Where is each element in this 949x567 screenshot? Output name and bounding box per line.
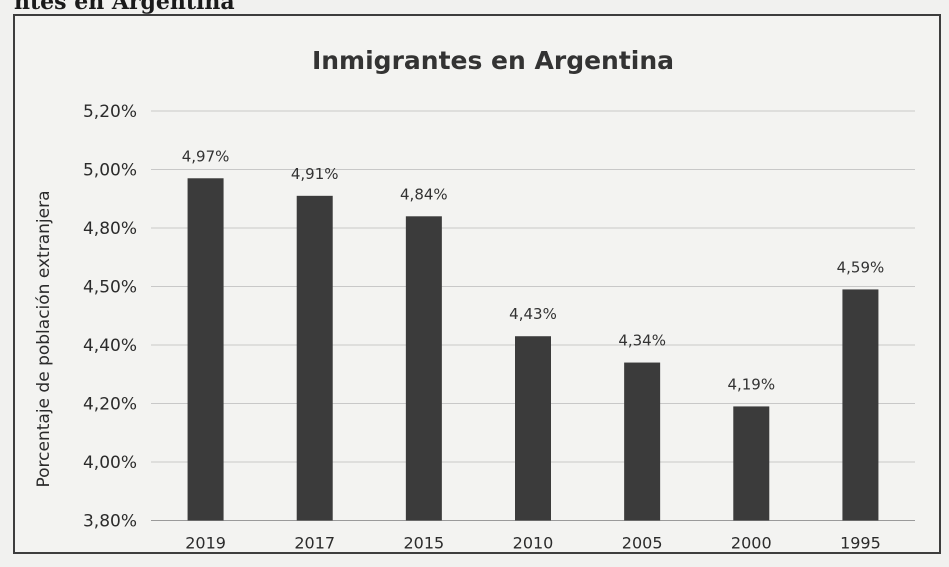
- data-labels: 4,97% 4,91% 4,84% 4,43% 4,34% 4,19% 4,59%: [182, 147, 885, 393]
- chart-title: Inmigrantes en Argentina: [312, 46, 674, 75]
- chart-frame: Inmigrantes en Argentina Porcentaje de p…: [13, 14, 941, 554]
- x-tick-label: 2010: [513, 534, 554, 553]
- y-tick-label: 4,00%: [83, 453, 137, 473]
- data-label: 4,91%: [291, 165, 339, 183]
- bars: [187, 178, 879, 521]
- data-label: 4,84%: [400, 185, 448, 203]
- data-label: 4,43%: [509, 305, 557, 323]
- x-tick-label: 1995: [840, 534, 881, 553]
- bar-2017: [296, 195, 333, 521]
- bar-2005: [624, 362, 661, 521]
- y-axis-label: Porcentaje de población extranjera: [34, 191, 54, 488]
- bar-2015: [405, 216, 442, 521]
- y-tick-label: 4,40%: [83, 336, 137, 356]
- bar-2019: [187, 178, 224, 521]
- bar-2000: [733, 406, 770, 521]
- y-tick-label: 5,20%: [83, 102, 137, 122]
- y-tick-label: 4,50%: [83, 278, 137, 298]
- y-tick-label: 5,00%: [83, 161, 137, 181]
- x-tick-label: 2019: [185, 534, 226, 553]
- data-label: 4,59%: [837, 258, 885, 276]
- x-tick-label: 2015: [403, 534, 444, 553]
- y-tick-label: 4,20%: [83, 395, 137, 415]
- data-label: 4,34%: [618, 332, 666, 350]
- x-tick-label: 2000: [731, 534, 772, 553]
- data-label: 4,19%: [727, 375, 775, 393]
- x-tick-label: 2005: [622, 534, 663, 553]
- y-tick-label: 3,80%: [83, 512, 137, 532]
- y-tick-label: 4,80%: [83, 219, 137, 239]
- x-axis-ticks: 2019 2017 2015 2010 2005 2000 1995: [185, 534, 881, 553]
- x-tick-label: 2017: [294, 534, 335, 553]
- data-label: 4,97%: [182, 147, 230, 165]
- page-header-text: ntes en Argentina: [14, 0, 235, 15]
- bar-1995: [842, 289, 879, 521]
- bar-2010: [515, 336, 551, 521]
- y-axis-ticks: 5,20% 5,00% 4,80% 4,50% 4,40% 4,20% 4,00% 3,80%: [83, 102, 137, 532]
- bar-chart: Inmigrantes en Argentina Porcentaje de p…: [34, 46, 915, 553]
